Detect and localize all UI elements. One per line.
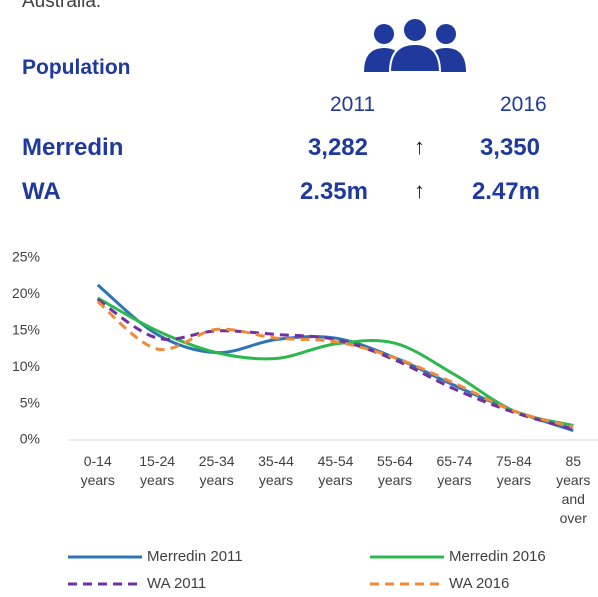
y-tick-label: 25%	[12, 249, 40, 265]
value-2016: 2.47m	[471, 178, 540, 205]
x-tick-label: 25-34 years	[198, 453, 235, 488]
legend-label: Merredin 2011	[147, 548, 243, 565]
change-arrow: ↑	[414, 134, 425, 159]
x-tick-label: 15-24 years	[139, 453, 176, 488]
x-tick-label: 75-84 years	[495, 453, 532, 488]
population-heading: Population	[22, 56, 131, 79]
column-header: 2011	[330, 93, 376, 116]
intro: Australia.	[22, 0, 102, 12]
series-line	[96, 298, 574, 431]
column-header: 2016	[500, 93, 547, 116]
legend-label: Merredin 2016	[449, 548, 546, 565]
legend-label: WA 2016	[449, 575, 509, 592]
x-tick-label: 85 years and over	[556, 453, 591, 526]
row-name: Merredin	[22, 134, 124, 161]
series-line	[96, 296, 574, 427]
x-tick-label: 65-74 years	[436, 453, 473, 488]
y-tick-label: 5%	[20, 394, 40, 410]
x-tick-label: 45-54 years	[317, 453, 354, 488]
value-2011: 2.35m	[299, 178, 368, 205]
legend-label: WA 2011	[147, 575, 206, 592]
series-line	[96, 300, 574, 429]
y-tick-label: 0%	[20, 431, 40, 447]
series-line	[96, 283, 574, 432]
change-arrow: ↑	[414, 178, 425, 203]
y-tick-label: 20%	[12, 285, 40, 301]
x-tick-label: 0-14 years	[80, 453, 115, 488]
y-tick-label: 15%	[12, 322, 40, 338]
x-tick-label: 55-64 years	[377, 453, 413, 488]
people-icon	[364, 18, 466, 72]
y-tick-label: 10%	[12, 358, 40, 374]
value-2016: 3,350	[479, 134, 540, 161]
x-tick-label: 35-44 years	[258, 453, 294, 488]
value-2011: 3,282	[307, 134, 368, 161]
row-name: WA	[22, 178, 61, 205]
